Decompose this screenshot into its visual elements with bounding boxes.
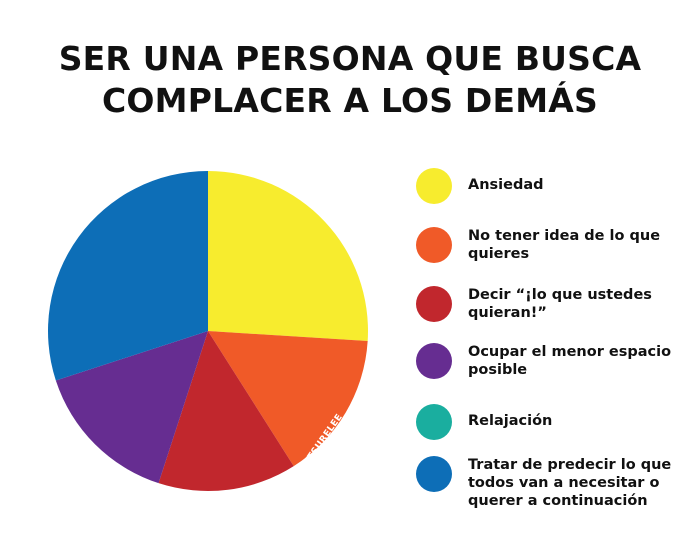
legend-swatch	[416, 286, 452, 322]
legend-label: Tratar de predecir lo que todos van a ne…	[468, 457, 672, 509]
legend-swatch	[416, 227, 452, 263]
legend-label: Ocupar el menor espacio posible	[468, 344, 672, 378]
pie-slice-1	[208, 331, 368, 467]
legend-label: Relajación	[468, 413, 553, 429]
pie-slice-2	[158, 331, 294, 491]
legend-swatch	[416, 168, 452, 204]
chart-title: SER UNA PERSONA QUE BUSCA COMPLACER A LO…	[0, 38, 700, 122]
legend-label: No tener idea de lo que quieres	[468, 228, 661, 262]
pie-slice-3	[55, 331, 208, 484]
legend-label: Ansiedad	[468, 177, 544, 193]
chart-title-line-1: SER UNA PERSONA QUE BUSCA	[58, 39, 642, 78]
pie-slice-5	[47, 171, 208, 381]
legend-label: Decir “¡lo que ustedes quieran!”	[468, 287, 652, 321]
legend-swatch	[416, 343, 452, 379]
legend-swatch	[416, 456, 452, 492]
pie-slice-0	[208, 171, 368, 342]
legend-swatch	[416, 404, 452, 440]
chart-title-line-2: COMPLACER A LOS DEMÁS	[102, 81, 598, 120]
